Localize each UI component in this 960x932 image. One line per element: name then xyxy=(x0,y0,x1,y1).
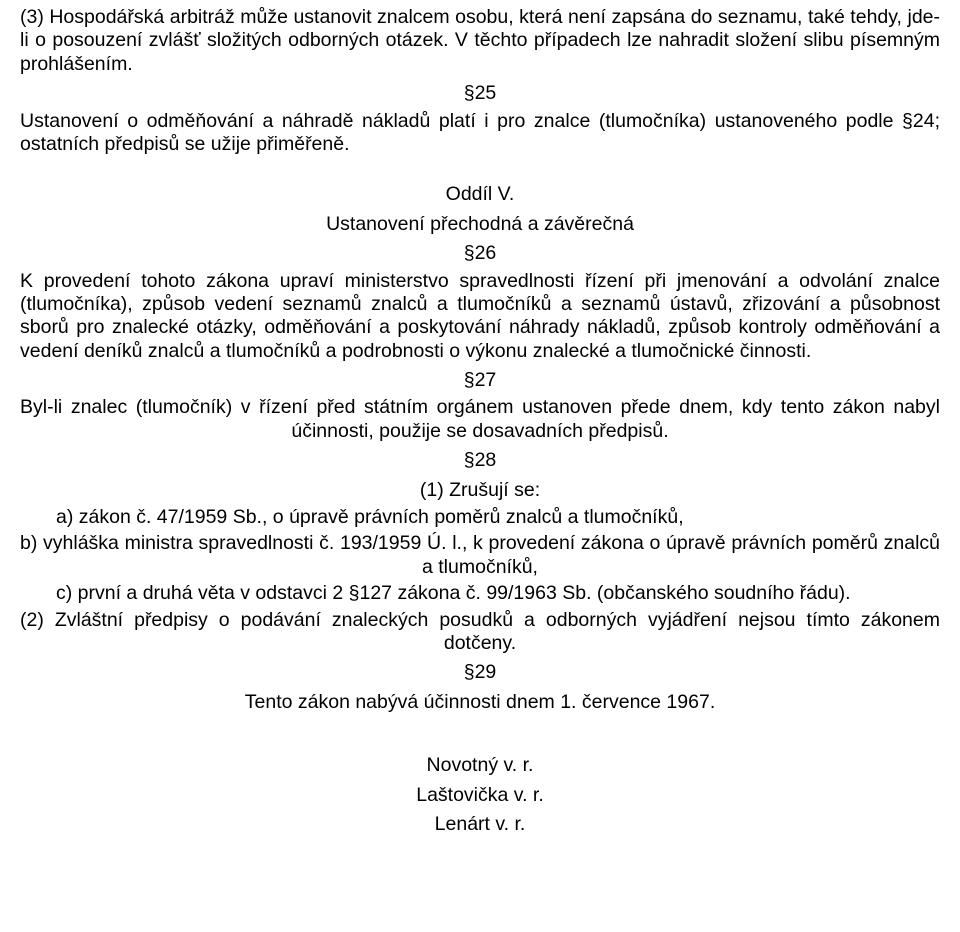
section-28-a: a) zákon č. 47/1959 Sb., o úpravě právní… xyxy=(20,506,940,529)
section-26-text: K provedení tohoto zákona upraví ministe… xyxy=(20,270,940,364)
section-25-text: Ustanovení o odměňování a náhradě náklad… xyxy=(20,110,940,157)
section-28-p2: (2) Zvláštní předpisy o podávání znaleck… xyxy=(20,609,940,656)
section-27-number: §27 xyxy=(20,369,940,392)
section-26-number: §26 xyxy=(20,242,940,265)
section-27-text: Byl-li znalec (tlumočník) v řízení před … xyxy=(20,396,940,443)
section-29-text: Tento zákon nabývá účinnosti dnem 1. čer… xyxy=(20,691,940,714)
paragraph-3: (3) Hospodářská arbitráž může ustanovit … xyxy=(20,6,940,76)
signature-1: Novotný v. r. xyxy=(20,754,940,777)
section-28-p1: (1) Zrušují se: xyxy=(20,479,940,502)
signature-3: Lenárt v. r. xyxy=(20,813,940,836)
section-28-number: §28 xyxy=(20,449,940,472)
oddil-v-title: Oddíl V. xyxy=(20,183,940,206)
oddil-v-subtitle: Ustanovení přechodná a závěrečná xyxy=(20,213,940,236)
section-25-number: §25 xyxy=(20,82,940,105)
section-28-b: b) vyhláška ministra spravedlnosti č. 19… xyxy=(20,532,940,579)
section-29-number: §29 xyxy=(20,661,940,684)
signature-2: Laštovička v. r. xyxy=(20,784,940,807)
section-28-c: c) první a druhá věta v odstavci 2 §127 … xyxy=(20,582,940,605)
